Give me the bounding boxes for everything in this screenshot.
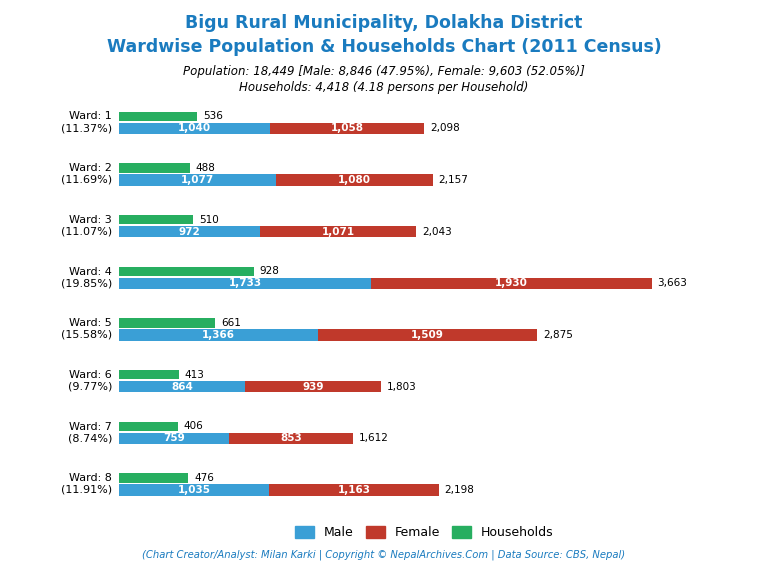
Bar: [119, 122, 270, 134]
Text: 1,803: 1,803: [387, 382, 417, 392]
Text: 2,043: 2,043: [422, 227, 452, 237]
Text: 864: 864: [171, 382, 193, 392]
Bar: [230, 433, 353, 444]
Bar: [119, 174, 276, 186]
Text: 2,875: 2,875: [543, 330, 573, 340]
Text: 1,930: 1,930: [495, 278, 528, 288]
Text: 1,366: 1,366: [202, 330, 235, 340]
Text: Bigu Rural Municipality, Dolakha District: Bigu Rural Municipality, Dolakha Distric…: [185, 14, 583, 32]
Text: 928: 928: [260, 266, 280, 277]
Bar: [119, 370, 179, 379]
Text: 1,080: 1,080: [338, 175, 371, 185]
Text: 1,058: 1,058: [331, 123, 363, 133]
Bar: [119, 111, 197, 121]
Text: 1,071: 1,071: [322, 227, 355, 237]
Text: 1,612: 1,612: [359, 433, 389, 443]
Bar: [119, 164, 190, 173]
Bar: [119, 267, 254, 276]
Text: 1,733: 1,733: [228, 278, 262, 288]
Bar: [260, 226, 416, 237]
Text: Population: 18,449 [Male: 8,846 (47.95%), Female: 9,603 (52.05%)]: Population: 18,449 [Male: 8,846 (47.95%)…: [183, 65, 585, 78]
Text: 1,509: 1,509: [411, 330, 444, 340]
Text: 2,198: 2,198: [445, 485, 475, 495]
Text: 939: 939: [302, 382, 323, 392]
Bar: [119, 226, 260, 237]
Text: Wardwise Population & Households Chart (2011 Census): Wardwise Population & Households Chart (…: [107, 38, 661, 56]
Text: 476: 476: [194, 473, 214, 483]
Bar: [119, 318, 215, 328]
Bar: [119, 433, 230, 444]
Text: 3,663: 3,663: [657, 278, 687, 288]
Bar: [318, 329, 537, 340]
Text: 759: 759: [164, 433, 185, 443]
Text: 1,077: 1,077: [180, 175, 214, 185]
Text: 510: 510: [199, 215, 219, 224]
Text: 536: 536: [203, 111, 223, 121]
Text: 1,035: 1,035: [177, 485, 210, 495]
Bar: [245, 381, 381, 392]
Text: Households: 4,418 (4.18 persons per Household): Households: 4,418 (4.18 persons per Hous…: [240, 81, 528, 94]
Bar: [119, 278, 371, 289]
Legend: Male, Female, Households: Male, Female, Households: [290, 521, 559, 544]
Text: 853: 853: [280, 433, 303, 443]
Bar: [276, 174, 432, 186]
Text: 1,163: 1,163: [337, 485, 370, 495]
Text: 488: 488: [196, 163, 216, 173]
Bar: [119, 484, 270, 496]
Bar: [119, 381, 245, 392]
Text: 1,040: 1,040: [178, 123, 211, 133]
Bar: [270, 122, 424, 134]
Bar: [119, 473, 188, 483]
Bar: [119, 329, 318, 340]
Text: 972: 972: [179, 227, 200, 237]
Text: 2,098: 2,098: [430, 123, 459, 133]
Text: 406: 406: [184, 422, 204, 432]
Bar: [119, 422, 178, 431]
Bar: [371, 278, 651, 289]
Text: 413: 413: [185, 370, 205, 380]
Bar: [119, 215, 194, 224]
Bar: [270, 484, 439, 496]
Text: 661: 661: [221, 318, 241, 328]
Text: 2,157: 2,157: [439, 175, 468, 185]
Text: (Chart Creator/Analyst: Milan Karki | Copyright © NepalArchives.Com | Data Sourc: (Chart Creator/Analyst: Milan Karki | Co…: [142, 550, 626, 560]
